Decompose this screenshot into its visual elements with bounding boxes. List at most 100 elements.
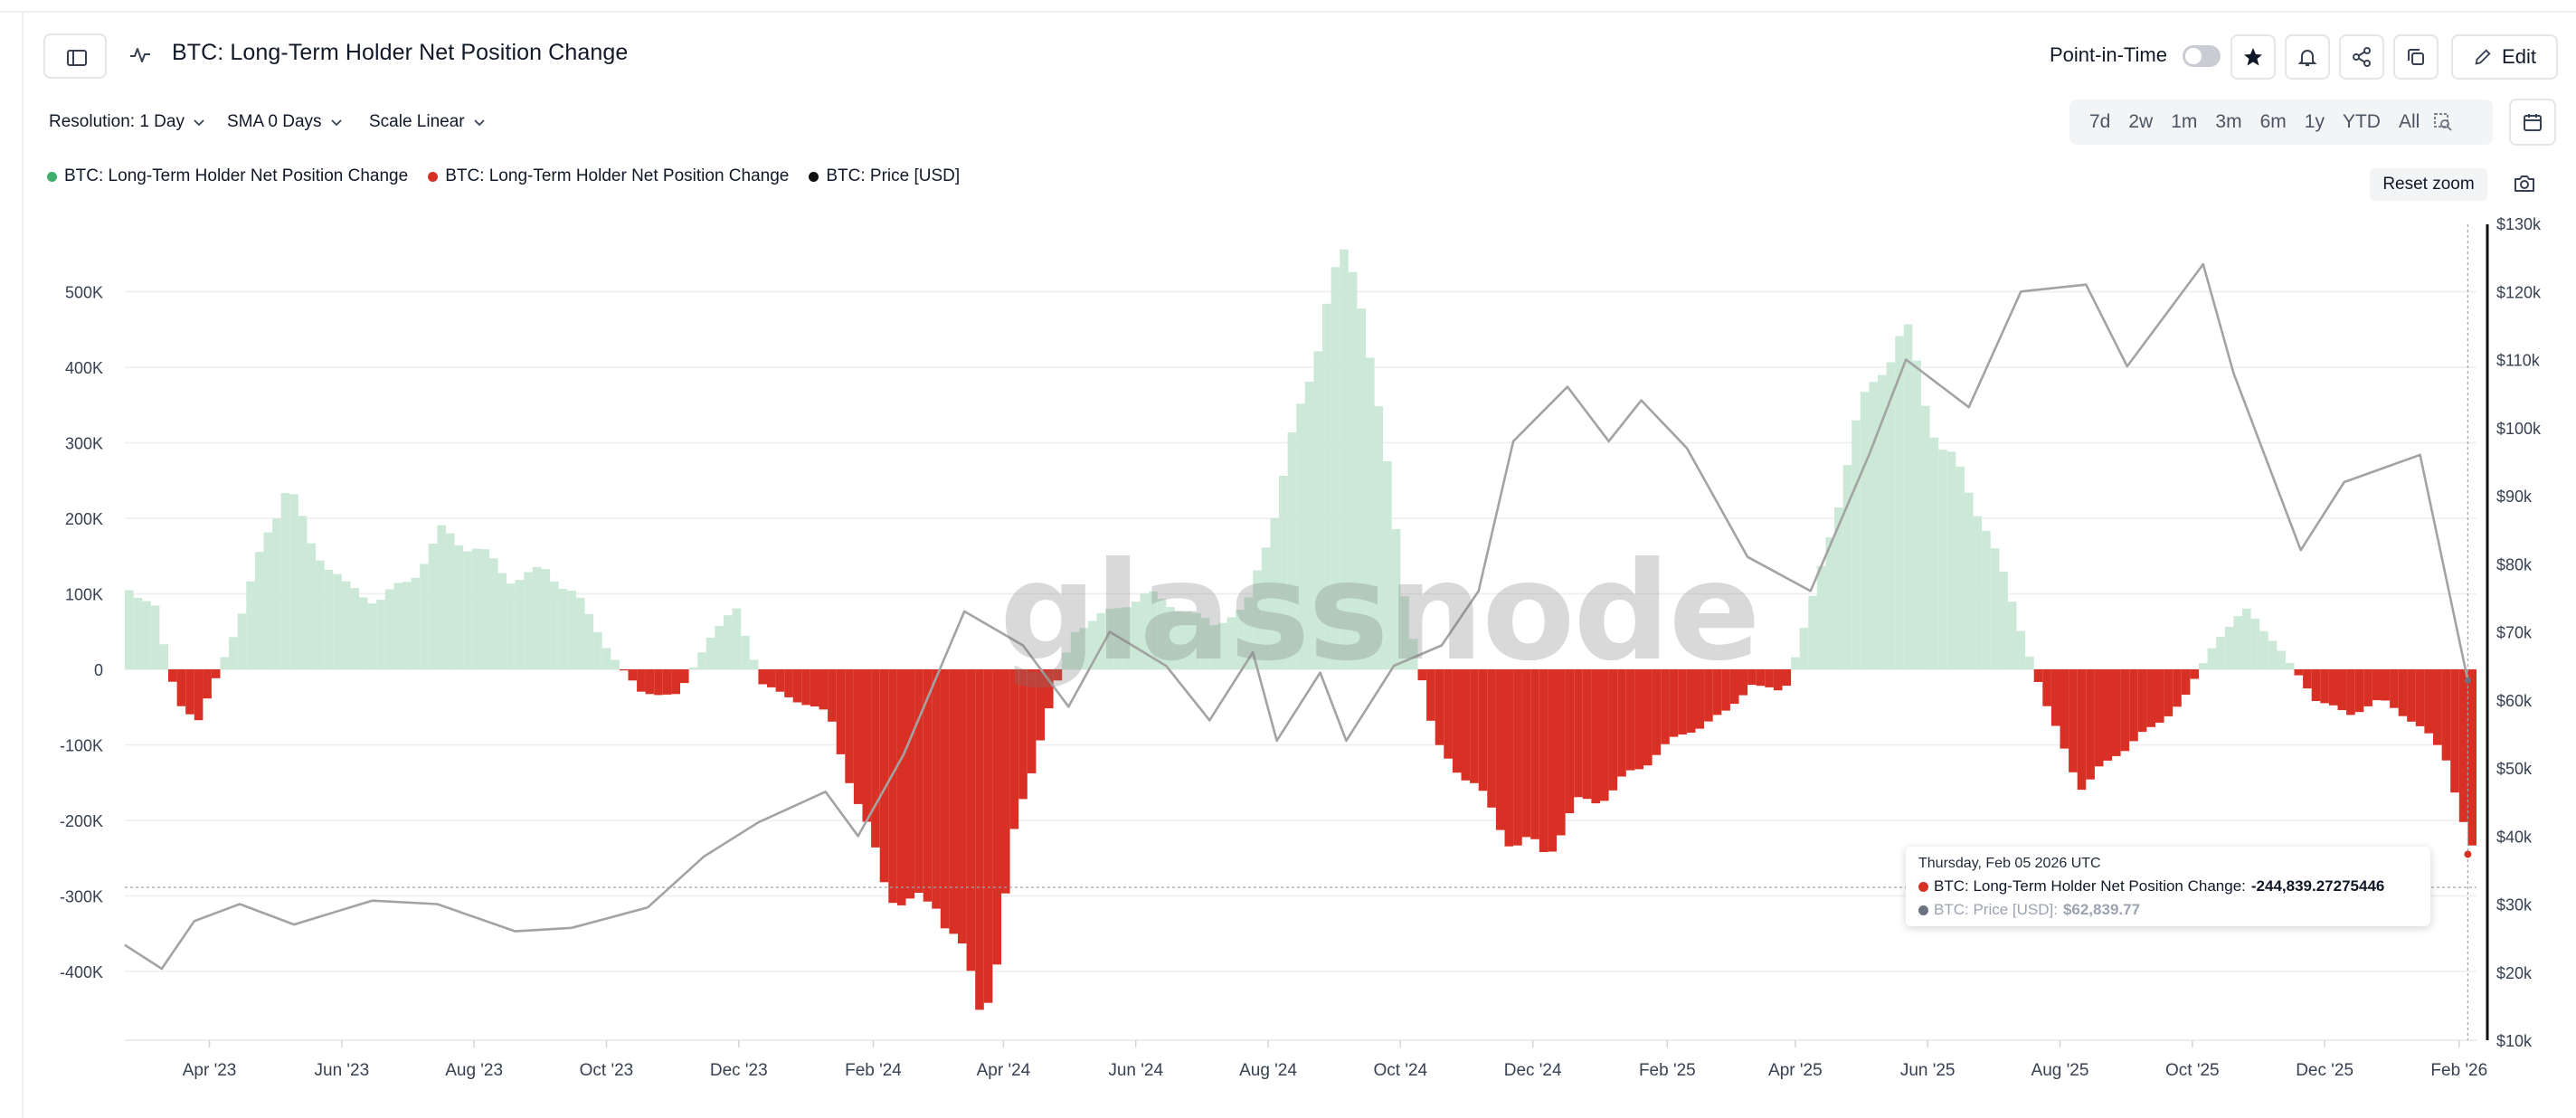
positive-bar [1946,451,1956,669]
y-tick-label: -100K [60,737,103,755]
camera-icon[interactable] [2513,174,2536,194]
positive-bar [558,589,568,669]
resolution-dropdown[interactable]: Resolution: 1 Day [49,112,206,132]
negative-bar [1548,669,1557,852]
negative-bar [2181,669,2191,695]
positive-bar [2025,656,2034,669]
negative-bar [1027,669,1037,773]
range-ytd-button[interactable]: YTD [2342,111,2381,132]
negative-bar [2424,669,2433,734]
positive-bar [1921,405,1930,669]
negative-bar [1591,669,1600,804]
y-right-tick-label: $50k [2496,760,2533,778]
positive-bar [2242,608,2251,669]
range-3m-button[interactable]: 3m [2215,111,2242,132]
positive-bar [428,544,438,669]
copy-button[interactable] [2393,34,2439,80]
range-6m-button[interactable]: 6m [2259,111,2287,132]
positive-bar [715,626,724,669]
negative-bar [2363,669,2372,706]
negative-bar [2328,669,2338,706]
legend-label: BTC: Long-Term Holder Net Position Chang… [64,166,409,185]
negative-bar [871,669,880,848]
positive-bar [741,636,750,669]
negative-bar [2129,669,2138,742]
edit-button[interactable]: Edit [2451,34,2558,80]
negative-bar [1765,669,1774,687]
positive-bar [142,601,151,669]
share-button[interactable] [2339,34,2384,80]
negative-bar [958,669,967,943]
positive-bar [688,668,698,669]
positive-bar [471,548,481,669]
y-right-tick-label: $30k [2496,896,2533,914]
legend-item-positive[interactable]: BTC: Long-Term Holder Net Position Chang… [47,166,408,186]
positive-bar [611,659,620,669]
positive-bar [2199,663,2208,669]
top-border [0,11,2576,13]
positive-bar [1096,612,1106,669]
chevron-down-icon [330,119,342,127]
sidebar-toggle-button[interactable] [43,33,107,79]
positive-bar [2259,630,2268,669]
range-all-button[interactable]: All [2398,111,2420,132]
favorite-button[interactable] [2230,34,2276,80]
range-2w-button[interactable]: 2w [2128,111,2154,132]
positive-bar [359,597,368,669]
edit-label: Edit [2502,45,2536,68]
negative-bar [2458,669,2468,822]
negative-bar [810,669,819,706]
positive-bar [1816,565,1826,669]
negative-bar [767,669,776,687]
y-right-tick-label: $110k [2496,352,2541,370]
negative-bar [1625,669,1635,771]
x-tick-label: Dec '24 [1504,1061,1562,1080]
metric-icon [130,48,150,62]
positive-bar [1217,622,1227,669]
positive-bar [1296,403,1305,669]
x-tick-label: Jun '25 [1900,1061,1956,1080]
reset-zoom-button[interactable]: Reset zoom [2370,168,2487,201]
positive-bar [411,577,421,669]
negative-bar [888,669,897,904]
legend-dot-black [809,171,819,182]
negative-bar [836,669,846,754]
positive-bar [1842,465,1852,669]
negative-bar [2337,669,2347,711]
negative-bar [1487,669,1496,808]
date-picker-button[interactable] [2509,99,2556,146]
positive-bar [1929,437,1939,669]
negative-bar [853,669,863,804]
x-tick-label: Feb '25 [1639,1061,1696,1080]
negative-bar [2155,669,2164,723]
legend-item-negative[interactable]: BTC: Long-Term Holder Net Position Chang… [428,166,789,186]
scale-dropdown[interactable]: Scale Linear [369,112,487,132]
range-1m-button[interactable]: 1m [2171,111,2198,132]
positive-bar [1799,628,1809,669]
negative-bar [828,669,837,722]
range-1y-button[interactable]: 1y [2304,111,2325,132]
alert-button[interactable] [2285,34,2330,80]
zoom-select-icon[interactable] [2432,111,2454,133]
negative-bar [914,669,923,893]
sma-dropdown[interactable]: SMA 0 Days [227,112,344,132]
negative-bar [645,669,655,695]
tooltip-row-price: BTC: Price [USD]: $62,839.77 [1918,901,2418,919]
x-tick-label: Apr '24 [977,1061,1031,1080]
positive-bar [1192,612,1201,669]
negative-bar [2415,669,2425,726]
point-in-time-toggle[interactable] [2183,45,2221,67]
x-tick-label: Dec '25 [2296,1061,2353,1080]
negative-bar [194,669,204,721]
y-right-tick-label: $40k [2496,828,2533,846]
positive-bar [1209,625,1218,669]
positive-bar [2285,662,2295,669]
positive-bar [584,613,594,669]
tooltip-date: Thursday, Feb 05 2026 UTC [1918,856,2101,871]
chevron-down-icon [473,119,485,127]
legend-item-price[interactable]: BTC: Price [USD] [809,166,960,186]
positive-bar [446,533,455,669]
range-7d-button[interactable]: 7d [2089,111,2111,132]
positive-bar [2224,627,2234,669]
